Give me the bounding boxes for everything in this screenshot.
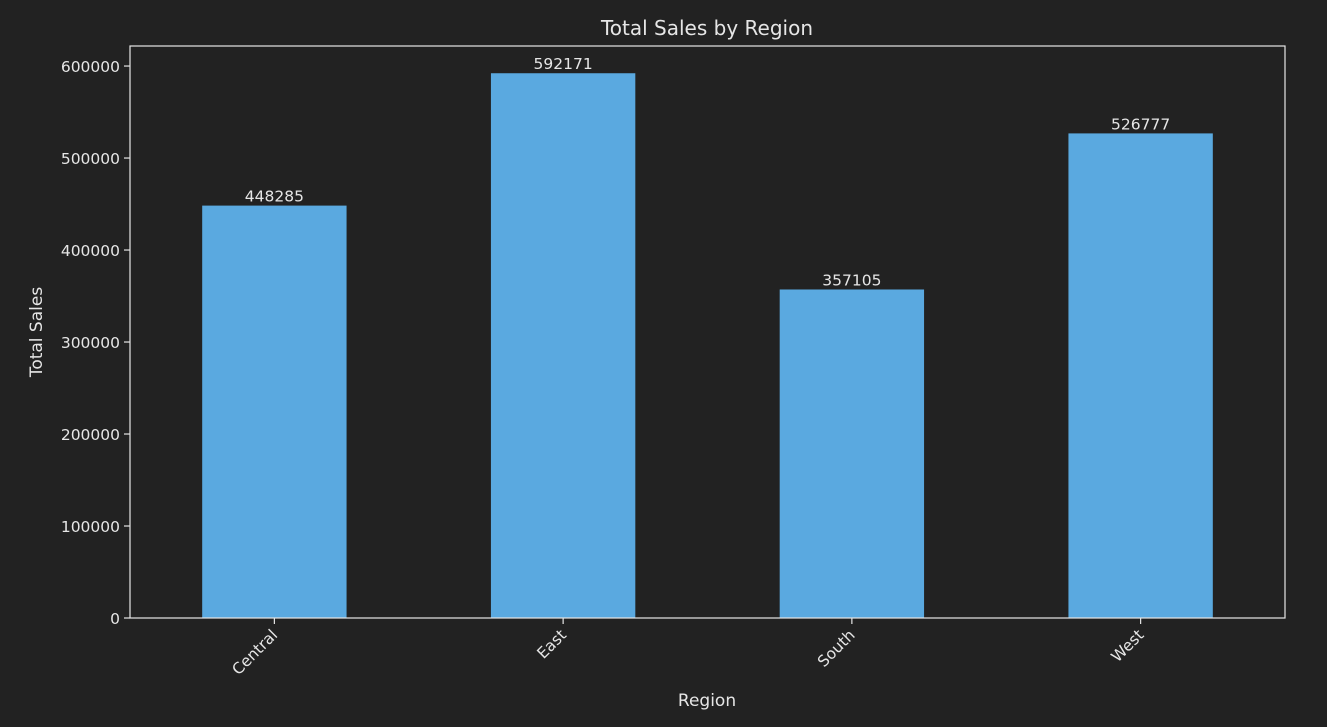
- bar-value-label: 448285: [245, 188, 304, 206]
- bar-value-label: 526777: [1111, 115, 1170, 133]
- bar-west: [1068, 133, 1213, 618]
- y-tick-label: 0: [110, 610, 120, 628]
- y-tick-label: 300000: [61, 334, 120, 352]
- bar-south: [779, 289, 925, 618]
- x-tick-label: East: [534, 626, 570, 662]
- bar-value-label: 357105: [822, 271, 881, 289]
- plot-frame: [129, 45, 1286, 619]
- y-tick-label: 200000: [61, 426, 120, 444]
- y-tick-label: 400000: [61, 242, 120, 260]
- chart-title: Total Sales by Region: [600, 16, 813, 40]
- x-tick-label: West: [1108, 626, 1148, 666]
- plot-area: 0 100000 200000 300000 400000 500000 600000 448…: [61, 55, 1213, 679]
- y-tick-label: 100000: [61, 518, 120, 536]
- x-axis-label: Region: [678, 691, 736, 711]
- y-tick-label: 500000: [61, 150, 120, 168]
- x-tick-label: South: [814, 626, 859, 671]
- bar-value-label: 592171: [534, 55, 593, 73]
- bar-central: [202, 205, 347, 618]
- bar-east: [490, 73, 636, 619]
- y-axis-label: Total Sales: [27, 287, 47, 378]
- x-tick-label: Central: [229, 626, 282, 679]
- y-tick-label: 600000: [61, 58, 120, 76]
